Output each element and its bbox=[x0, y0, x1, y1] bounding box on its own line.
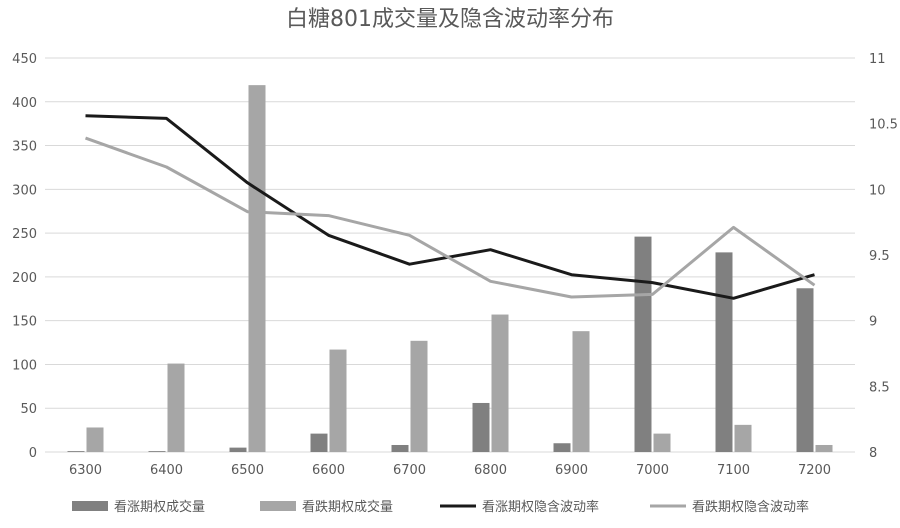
bar bbox=[653, 433, 671, 452]
bar bbox=[248, 85, 266, 453]
y-right-tick-label: 10.5 bbox=[869, 118, 898, 133]
lines bbox=[84, 114, 816, 300]
bar bbox=[491, 314, 509, 452]
y-right-tick-label: 8.5 bbox=[869, 380, 890, 395]
y-left-tick-label: 200 bbox=[12, 271, 37, 286]
bar bbox=[310, 433, 328, 452]
legend-swatch bbox=[260, 501, 296, 511]
y-right-tick-label: 8 bbox=[869, 446, 877, 461]
bar bbox=[329, 349, 347, 452]
legend-label: 看涨期权隐含波动率 bbox=[482, 499, 599, 515]
legend: 看涨期权成交量 看跌期权成交量 看涨期权隐含波动率 看跌期权隐含波动率 bbox=[72, 499, 809, 515]
y-left-tick-label: 250 bbox=[12, 227, 37, 242]
axes: 0 50 100 150 200 250 300 350 400 450 8 8.5 9 9.5 10 10.… bbox=[12, 52, 898, 478]
x-tick-label: 6300 bbox=[69, 463, 102, 478]
bar bbox=[634, 236, 652, 452]
x-tick-label: 7000 bbox=[636, 463, 669, 478]
bar bbox=[734, 424, 752, 452]
series-line bbox=[84, 136, 816, 299]
x-tick-label: 7200 bbox=[798, 463, 831, 478]
x-tick-label: 6400 bbox=[150, 463, 183, 478]
bar bbox=[167, 363, 185, 452]
y-left-tick-label: 300 bbox=[12, 183, 37, 198]
y-left-tick-label: 0 bbox=[29, 446, 37, 461]
legend-swatch bbox=[72, 501, 108, 511]
bars bbox=[67, 85, 833, 453]
y-left-tick-label: 50 bbox=[20, 402, 37, 417]
y-left-tick-label: 350 bbox=[12, 140, 37, 155]
y-left-tick-label: 400 bbox=[12, 96, 37, 111]
series-line bbox=[85, 114, 815, 300]
y-left-tick-label: 450 bbox=[12, 52, 37, 67]
chart-title: 白糖801成交量及隐含波动率分布 bbox=[286, 7, 614, 32]
x-tick-label: 7100 bbox=[717, 463, 750, 478]
bar bbox=[815, 444, 833, 452]
x-tick-label: 6800 bbox=[474, 463, 507, 478]
y-right-tick-label: 10 bbox=[869, 183, 886, 198]
bar bbox=[410, 340, 428, 452]
x-tick-label: 6600 bbox=[312, 463, 345, 478]
bar bbox=[553, 443, 571, 452]
bar bbox=[229, 447, 247, 452]
legend-label: 看跌期权成交量 bbox=[302, 499, 393, 515]
bar bbox=[148, 451, 166, 452]
legend-label: 看跌期权隐含波动率 bbox=[692, 499, 809, 515]
bar bbox=[796, 288, 814, 452]
x-tick-label: 6900 bbox=[555, 463, 588, 478]
bar bbox=[472, 402, 490, 452]
bar bbox=[391, 444, 409, 452]
x-tick-label: 6700 bbox=[393, 463, 426, 478]
y-left-tick-label: 150 bbox=[12, 315, 37, 330]
y-left-tick-label: 100 bbox=[12, 358, 37, 373]
bar bbox=[67, 451, 85, 452]
y-right-tick-label: 9.5 bbox=[869, 249, 890, 264]
y-right-tick-label: 9 bbox=[869, 315, 877, 330]
y-right-tick-label: 11 bbox=[869, 52, 886, 67]
bar bbox=[86, 427, 104, 452]
bar bbox=[715, 252, 733, 452]
bar bbox=[572, 331, 590, 452]
legend-label: 看涨期权成交量 bbox=[114, 499, 205, 515]
x-tick-label: 6500 bbox=[231, 463, 264, 478]
